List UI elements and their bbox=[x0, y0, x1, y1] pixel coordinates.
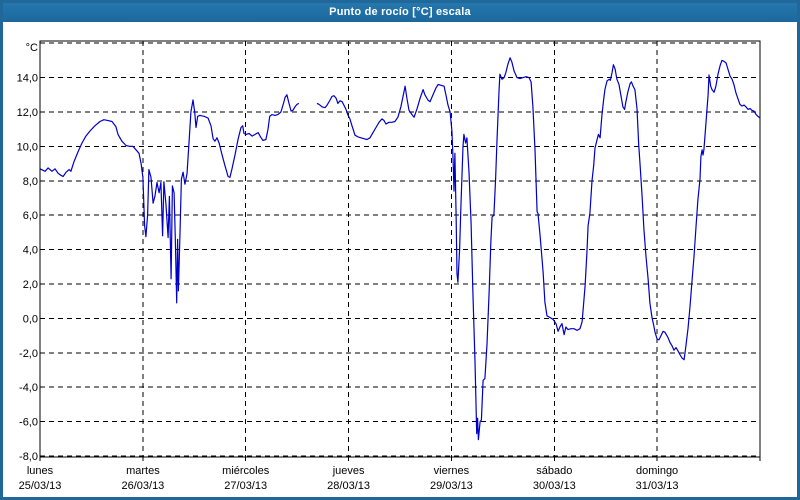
x-axis-day-label: domingo bbox=[636, 465, 678, 477]
y-axis-tick-label: -4,0 bbox=[19, 382, 38, 394]
dew-point-chart: °C 14,0 12,0 10,0 8,0 6,0 4,0 2,0 0,0 -2,0 -4,0 -6,… bbox=[17, 40, 761, 492]
chart-window-body: Punto de rocío [°C] escala °C 14,0 12,0 10,… bbox=[3, 3, 797, 497]
dew-point-line-segment bbox=[40, 94, 300, 304]
x-axis-date-label: 28/03/13 bbox=[327, 480, 370, 492]
x-axis-day-label: jueves bbox=[332, 465, 365, 477]
y-axis-tick-label: -6,0 bbox=[19, 417, 38, 429]
x-axis-date-label: 27/03/13 bbox=[224, 480, 267, 492]
y-axis-tick-label: -8,0 bbox=[19, 451, 38, 463]
x-axis-day-label: lunes bbox=[27, 465, 54, 477]
x-axis-day-label: sábado bbox=[536, 465, 572, 477]
y-axis-unit-label: °C bbox=[26, 42, 38, 54]
y-axis-tick-label: 6,0 bbox=[23, 210, 38, 222]
dew-point-line-segment bbox=[316, 57, 760, 441]
y-axis-tick-label: 2,0 bbox=[23, 279, 38, 291]
plot-border bbox=[39, 40, 761, 458]
window-title: Punto de rocío [°C] escala bbox=[329, 6, 471, 18]
y-axis-tick-label: -2,0 bbox=[19, 348, 38, 360]
x-axis-date-label: 25/03/13 bbox=[19, 480, 62, 492]
x-axis-date-label: 26/03/13 bbox=[121, 480, 164, 492]
y-axis-tick-label: 0,0 bbox=[23, 313, 38, 325]
x-axis-day-label: miércoles bbox=[222, 465, 270, 477]
x-axis-date-label: 31/03/13 bbox=[636, 480, 679, 492]
window-title-bar[interactable]: Punto de rocío [°C] escala bbox=[3, 3, 797, 22]
x-axis-day-label: viernes bbox=[434, 465, 470, 477]
x-axis-date-label: 30/03/13 bbox=[533, 480, 576, 492]
y-axis-tick-label: 8,0 bbox=[23, 176, 38, 188]
y-axis-tick-label: 10,0 bbox=[17, 141, 38, 153]
y-axis-tick-label: 12,0 bbox=[17, 107, 38, 119]
series-group bbox=[40, 57, 760, 441]
y-axis-tick-label: 14,0 bbox=[17, 73, 38, 85]
x-axis-date-label: 29/03/13 bbox=[430, 480, 473, 492]
x-axis-day-label: martes bbox=[126, 465, 160, 477]
y-axis-tick-label: 4,0 bbox=[23, 245, 38, 257]
